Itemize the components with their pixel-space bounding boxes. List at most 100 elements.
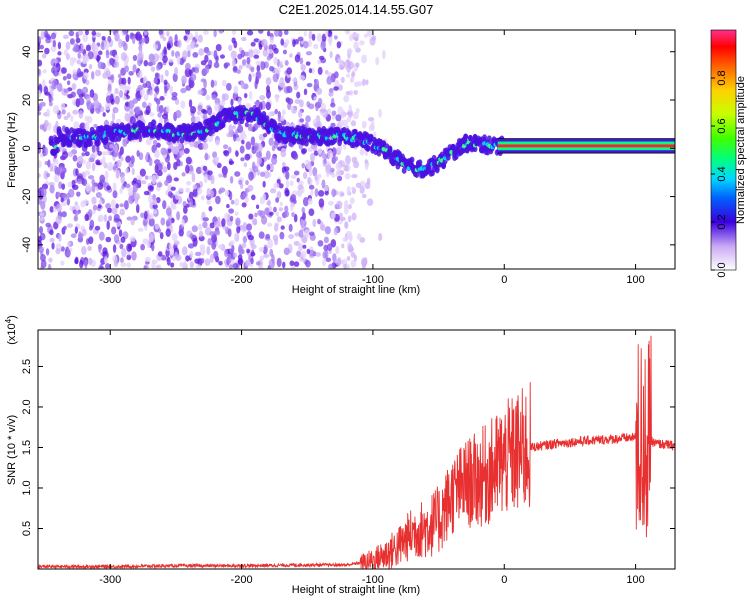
spectrogram-speckle (308, 30, 313, 40)
spectrogram-speckle (222, 225, 228, 230)
colorbar-tick-label: 0.4 (716, 166, 728, 181)
spectrogram-speckle (85, 79, 90, 86)
spectrogram-speckle (290, 174, 297, 179)
spectrogram-speckle (156, 182, 163, 188)
spectrogram-speckle (51, 79, 58, 87)
spectrogram-speckle (227, 213, 231, 223)
spectrogram-speckle (38, 235, 42, 243)
spectrogram-speckle (87, 257, 93, 265)
spectrogram-speckle (39, 152, 44, 158)
spectrogram-speckle (291, 212, 295, 218)
spectrogram-speckle (317, 218, 321, 225)
spectrogram-speckle (271, 155, 278, 165)
spectrogram-speckle (93, 123, 98, 128)
spectrogram-speckle (119, 187, 123, 194)
spectrogram-speckle (190, 40, 196, 49)
spectrogram-speckle (263, 253, 270, 259)
spectrogram-speckle (66, 241, 71, 247)
spectrogram-speckle (233, 40, 238, 49)
spectrogram-speckle (86, 100, 93, 111)
colorbar-ticks: 0.0 0.2 0.4 0.6 0.8 (711, 70, 728, 278)
spectrogram-speckle (215, 195, 221, 205)
spectrogram-speckle (235, 217, 241, 227)
spectrogram-speckle (171, 50, 175, 57)
spectrogram-speckle (158, 30, 164, 35)
spectrogram-speckle (116, 159, 122, 168)
spectrogram-speckle (154, 149, 160, 159)
spectrogram-speckle (262, 180, 266, 188)
spectrogram-speckle (336, 41, 342, 49)
spectrogram-speckle (221, 218, 226, 228)
spectrogram-speckle (273, 56, 278, 65)
spectrogram-speckle (181, 246, 188, 256)
spectrogram-speckle (266, 201, 271, 206)
spectrogram-speckle (88, 236, 94, 245)
spectrogram-speckle (198, 230, 204, 238)
spectrogram-speckle (136, 175, 143, 180)
spectrogram-speckle (109, 50, 116, 56)
spectrogram-speckle (312, 218, 317, 228)
spectrogram-speckle (126, 254, 132, 261)
spectrogram-speckle (130, 218, 135, 226)
spectrogram-speckle (111, 207, 118, 215)
spectrogram-speckle (148, 53, 155, 62)
spectrogram-speckle (152, 139, 158, 145)
spectrogram-speckle (114, 54, 119, 62)
spectrogram-speckle (186, 180, 192, 186)
spectrogram-speckle (172, 72, 178, 83)
spectrogram-speckle (43, 30, 49, 38)
spectrogram-speckle (286, 85, 293, 94)
spectrogram-speckle (235, 150, 239, 157)
spectrogram-speckle (200, 195, 205, 201)
spectrogram-speckle (66, 112, 71, 118)
spectrogram-speckle (324, 30, 329, 38)
spectrogram-speckle (38, 59, 43, 67)
spectrogram-speckle (70, 233, 77, 239)
spectrogram-speckle (280, 115, 285, 122)
spectrogram-speckle (247, 184, 254, 192)
spectrogram-speckle (46, 35, 52, 40)
spectrogram-speckle (335, 246, 340, 255)
spectrogram-speckle (214, 103, 220, 112)
spectrogram-speckle (120, 236, 126, 243)
spectrogram-speckle (84, 121, 90, 131)
spectrogram-speckle (328, 88, 334, 93)
spectrogram-speckle (194, 116, 201, 123)
spectrogram-speckle (164, 85, 168, 94)
spectrogram-speckle (47, 159, 51, 168)
spectrogram-speckle (268, 259, 273, 266)
spectrogram-speckle (91, 30, 97, 36)
colorbar-frame (710, 29, 737, 271)
spectrogram-speckle (248, 213, 254, 220)
spectrogram-speckle (98, 199, 103, 205)
spectrogram-speckle (124, 183, 131, 188)
spectrogram-speckle (333, 35, 338, 40)
spectrogram-speckle (171, 256, 177, 261)
spectrogram-speckle (258, 231, 265, 239)
spectrogram-speckle (79, 122, 86, 131)
spectrogram-speckle (103, 256, 108, 264)
spectrogram-speckle (303, 229, 310, 238)
spectrogram-speckle (299, 57, 304, 65)
spectrogram-speckle (253, 142, 259, 152)
spectrogram-speckle (202, 221, 208, 229)
spectrogram-speckle (197, 89, 204, 95)
spectrogram-speckle (104, 170, 109, 179)
spectrogram-speckle (209, 222, 215, 229)
spectrogram-speckle (74, 258, 79, 265)
spectrogram-speckle (43, 170, 49, 180)
spectrogram-speckle (171, 92, 178, 98)
spectrogram-ridge-cell (239, 117, 245, 125)
spectrogram-speckle (151, 261, 156, 269)
spectrogram-speckle (320, 40, 326, 51)
spectrogram-speckle (262, 48, 269, 57)
spectrogram-speckle (61, 183, 66, 190)
spectrogram-ridge-cell (88, 140, 93, 147)
spectrogram-speckle (181, 218, 185, 227)
spectrogram-speckle (325, 257, 332, 263)
spectrogram-speckle (140, 243, 145, 251)
spectrogram-speckle (274, 30, 280, 37)
spectrogram-speckle (324, 190, 329, 196)
spectrogram-speckle (242, 191, 248, 198)
spectrogram-speckle (157, 170, 163, 177)
